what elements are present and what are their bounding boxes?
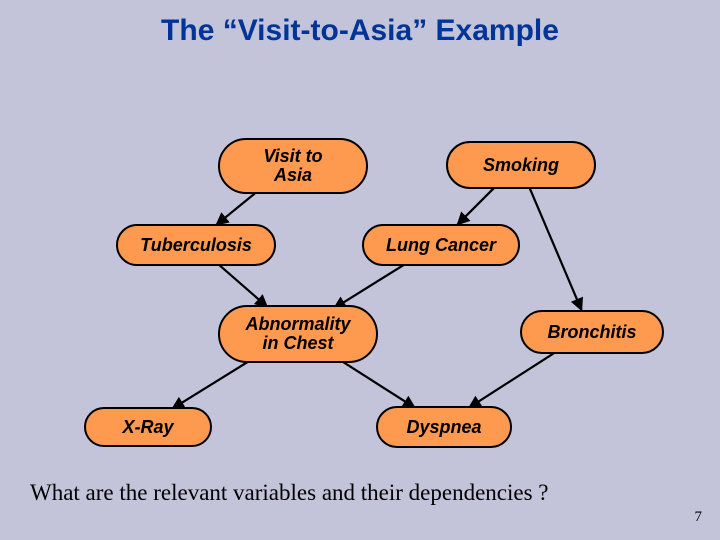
edge-abnormality-xray [172,356,258,409]
node-visit: Visit to Asia [218,138,368,194]
edge-abnormality-dyspnea [333,356,415,408]
node-xray: X-Ray [84,407,212,447]
edge-smoking-bronchitis [528,185,581,310]
node-bronchitis: Bronchitis [520,310,664,354]
edge-bronchitis-dyspnea [469,348,562,407]
footer-question: What are the relevant variables and thei… [30,480,549,506]
edges-layer [0,0,720,540]
edge-lungcancer-abnormality [334,261,411,309]
page-number: 7 [695,509,703,526]
edge-smoking-lungcancer [457,184,497,224]
node-abnormality: Abnormality in Chest [218,305,378,363]
node-dyspnea: Dyspnea [376,406,512,448]
node-smoking: Smoking [446,141,596,189]
edge-tuberculosis-abnormality [215,261,267,307]
node-tuberculosis: Tuberculosis [116,224,276,266]
node-lungcancer: Lung Cancer [362,224,520,266]
